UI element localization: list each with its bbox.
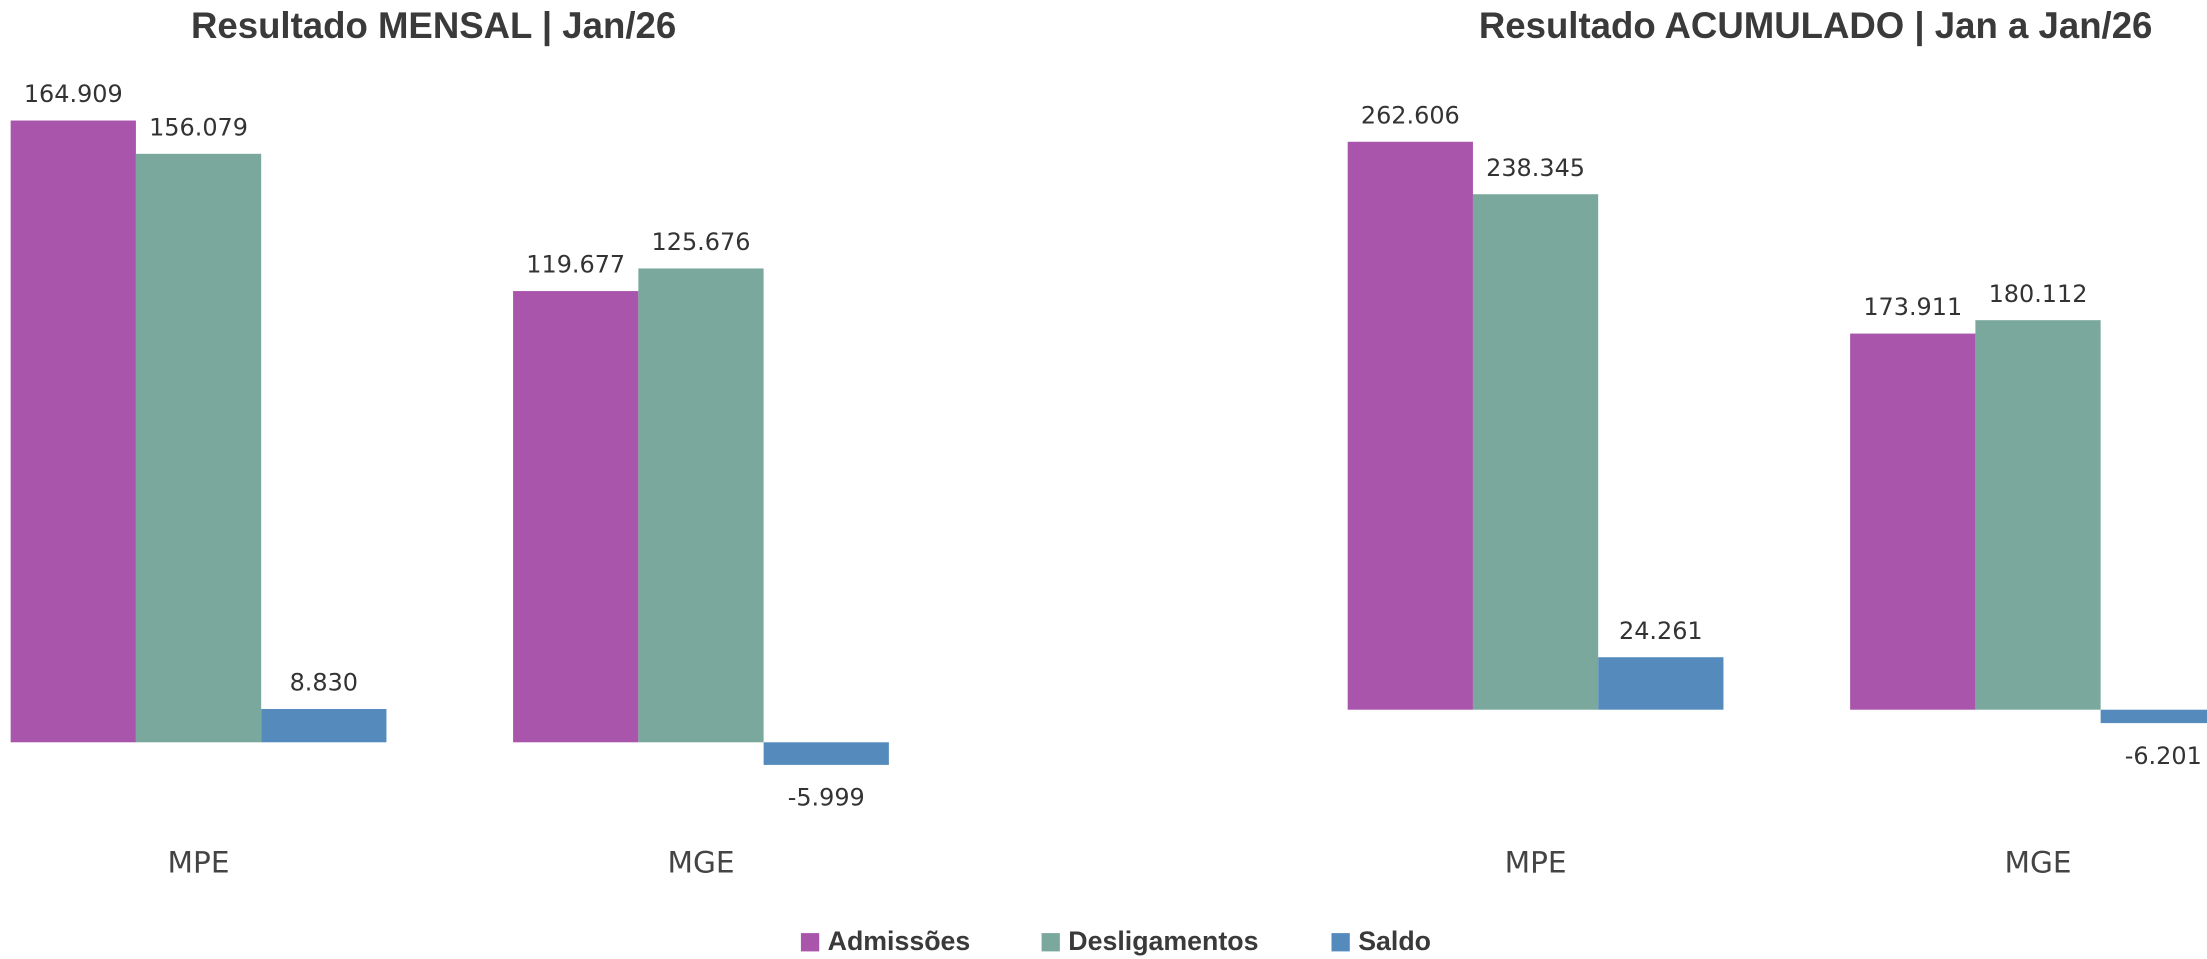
data-label: 262.606	[1361, 101, 1460, 129]
bar	[1598, 657, 1724, 710]
bar	[261, 708, 387, 743]
legend-label: Saldo	[1358, 926, 1431, 956]
data-label: 238.345	[1486, 154, 1585, 182]
x-tick-label: MGE	[667, 846, 734, 880]
legend-swatch	[1331, 933, 1350, 952]
bar	[2100, 709, 2207, 724]
bar	[638, 268, 764, 743]
x-tick-label: MGE	[2004, 846, 2071, 880]
bar	[1975, 320, 2101, 710]
bar	[1850, 333, 1976, 710]
legend-label: Desligamentos	[1068, 926, 1258, 956]
legend-swatch	[800, 933, 820, 952]
data-label: -6.201	[2125, 742, 2202, 770]
bar	[1347, 141, 1473, 710]
data-label: 24.261	[1619, 617, 1703, 645]
x-tick-label: MPE	[1505, 846, 1567, 880]
bar	[513, 291, 639, 743]
chart-title: Resultado MENSAL | Jan/26	[191, 5, 676, 47]
data-label: 8.830	[290, 669, 358, 697]
chart-title: Resultado ACUMULADO | Jan a Jan/26	[1479, 5, 2153, 47]
data-label: 164.909	[24, 80, 123, 108]
data-label: 180.112	[1989, 280, 2088, 308]
data-label: 125.676	[652, 228, 751, 256]
data-label: 156.079	[149, 113, 248, 141]
data-label: 173.911	[1863, 293, 1962, 321]
bar	[1472, 194, 1599, 710]
legend-label: Admissões	[828, 926, 971, 956]
bar	[10, 120, 136, 743]
bar	[763, 742, 889, 765]
legend-swatch	[1041, 933, 1060, 952]
x-tick-label: MPE	[168, 846, 230, 880]
bar	[135, 153, 262, 743]
data-label: 119.677	[526, 251, 625, 279]
data-label: -5.999	[788, 784, 865, 812]
